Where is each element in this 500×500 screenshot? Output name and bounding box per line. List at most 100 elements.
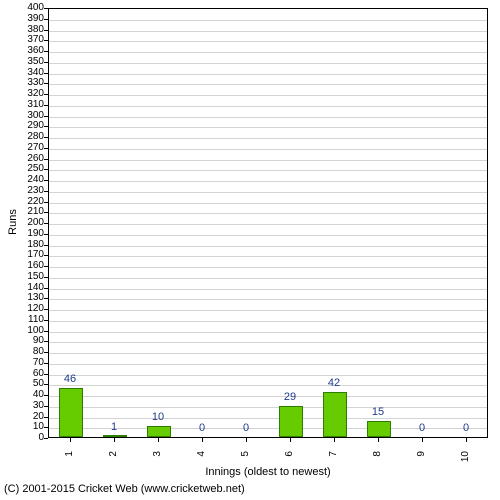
x-tick-mark	[114, 438, 115, 442]
grid-line	[49, 149, 487, 150]
chart-container: Runs Innings (oldest to newest) (C) 2001…	[0, 0, 500, 500]
bar-value-label: 1	[92, 422, 136, 433]
y-tick-mark	[44, 255, 48, 256]
grid-line	[49, 181, 487, 182]
bar	[103, 435, 127, 437]
x-tick-label: 3	[153, 451, 163, 481]
y-tick-mark	[44, 363, 48, 364]
grid-line	[49, 31, 487, 32]
y-tick-mark	[44, 288, 48, 289]
y-tick-mark	[44, 8, 48, 9]
x-tick-mark	[334, 438, 335, 442]
grid-line	[49, 117, 487, 118]
y-tick-label: 120	[16, 304, 44, 314]
grid-line	[49, 353, 487, 354]
y-tick-label: 160	[16, 261, 44, 271]
bar-value-label: 0	[180, 423, 224, 434]
y-tick-label: 200	[16, 218, 44, 228]
y-tick-label: 90	[16, 336, 44, 346]
y-tick-mark	[44, 298, 48, 299]
y-tick-mark	[44, 417, 48, 418]
y-tick-label: 180	[16, 240, 44, 250]
y-tick-label: 390	[16, 14, 44, 24]
y-tick-mark	[44, 159, 48, 160]
grid-line	[49, 364, 487, 365]
bar-value-label: 42	[312, 378, 356, 389]
y-tick-mark	[44, 277, 48, 278]
y-tick-label: 220	[16, 197, 44, 207]
y-tick-label: 130	[16, 293, 44, 303]
x-tick-mark	[158, 438, 159, 442]
y-tick-mark	[44, 395, 48, 396]
bar-value-label: 29	[268, 392, 312, 403]
x-tick-label: 4	[197, 451, 207, 481]
y-tick-label: 80	[16, 347, 44, 357]
y-tick-label: 280	[16, 132, 44, 142]
y-tick-label: 140	[16, 283, 44, 293]
x-tick-mark	[466, 438, 467, 442]
y-tick-label: 380	[16, 25, 44, 35]
y-tick-mark	[44, 19, 48, 20]
bar-value-label: 10	[136, 412, 180, 423]
grid-line	[49, 203, 487, 204]
y-tick-label: 40	[16, 390, 44, 400]
grid-line	[49, 74, 487, 75]
y-tick-mark	[44, 202, 48, 203]
y-tick-label: 300	[16, 111, 44, 121]
y-tick-label: 20	[16, 412, 44, 422]
y-tick-label: 250	[16, 164, 44, 174]
x-tick-mark	[422, 438, 423, 442]
y-tick-mark	[44, 266, 48, 267]
bar	[367, 421, 391, 437]
y-tick-label: 110	[16, 315, 44, 325]
x-tick-label: 7	[329, 451, 339, 481]
grid-line	[49, 256, 487, 257]
grid-line	[49, 267, 487, 268]
y-tick-label: 30	[16, 401, 44, 411]
y-tick-mark	[44, 73, 48, 74]
grid-line	[49, 299, 487, 300]
x-tick-label: 8	[373, 451, 383, 481]
x-tick-label: 6	[285, 451, 295, 481]
y-tick-label: 210	[16, 207, 44, 217]
bar	[323, 392, 347, 437]
grid-line	[49, 160, 487, 161]
x-tick-mark	[290, 438, 291, 442]
grid-line	[49, 52, 487, 53]
y-tick-label: 270	[16, 143, 44, 153]
grid-line	[49, 289, 487, 290]
y-tick-label: 10	[16, 422, 44, 432]
grid-line	[49, 138, 487, 139]
grid-line	[49, 192, 487, 193]
x-tick-label: 1	[65, 451, 75, 481]
y-tick-label: 340	[16, 68, 44, 78]
y-tick-mark	[44, 148, 48, 149]
y-tick-mark	[44, 40, 48, 41]
y-tick-label: 240	[16, 175, 44, 185]
y-tick-mark	[44, 62, 48, 63]
x-tick-label: 2	[109, 451, 119, 481]
grid-line	[49, 20, 487, 21]
y-tick-mark	[44, 180, 48, 181]
y-tick-label: 350	[16, 57, 44, 67]
y-tick-label: 0	[16, 433, 44, 443]
grid-line	[49, 278, 487, 279]
y-tick-mark	[44, 309, 48, 310]
bar	[279, 406, 303, 437]
y-tick-mark	[44, 116, 48, 117]
bar	[59, 388, 83, 437]
grid-line	[49, 106, 487, 107]
y-tick-label: 320	[16, 89, 44, 99]
grid-line	[49, 310, 487, 311]
y-tick-mark	[44, 126, 48, 127]
grid-line	[49, 246, 487, 247]
grid-line	[49, 342, 487, 343]
y-tick-mark	[44, 320, 48, 321]
grid-line	[49, 224, 487, 225]
grid-line	[49, 170, 487, 171]
y-tick-label: 290	[16, 121, 44, 131]
y-tick-label: 70	[16, 358, 44, 368]
y-tick-label: 50	[16, 379, 44, 389]
y-tick-mark	[44, 94, 48, 95]
y-tick-mark	[44, 352, 48, 353]
